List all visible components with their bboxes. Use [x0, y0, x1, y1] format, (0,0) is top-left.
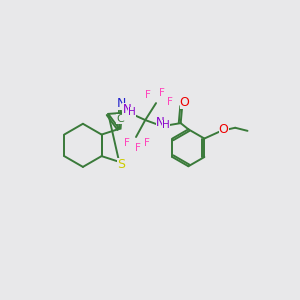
Text: N: N	[156, 116, 165, 129]
Text: O: O	[180, 96, 190, 109]
Text: F: F	[135, 143, 140, 153]
Text: N: N	[117, 97, 126, 110]
Text: F: F	[144, 138, 150, 148]
Text: C: C	[116, 114, 124, 124]
Text: S: S	[117, 158, 125, 171]
Text: H: H	[128, 106, 136, 117]
Text: H: H	[162, 120, 170, 130]
Text: N: N	[122, 103, 131, 116]
Text: F: F	[167, 97, 173, 106]
Text: F: F	[146, 90, 151, 100]
Text: O: O	[219, 123, 229, 136]
Text: F: F	[124, 138, 130, 148]
Text: F: F	[159, 88, 165, 98]
